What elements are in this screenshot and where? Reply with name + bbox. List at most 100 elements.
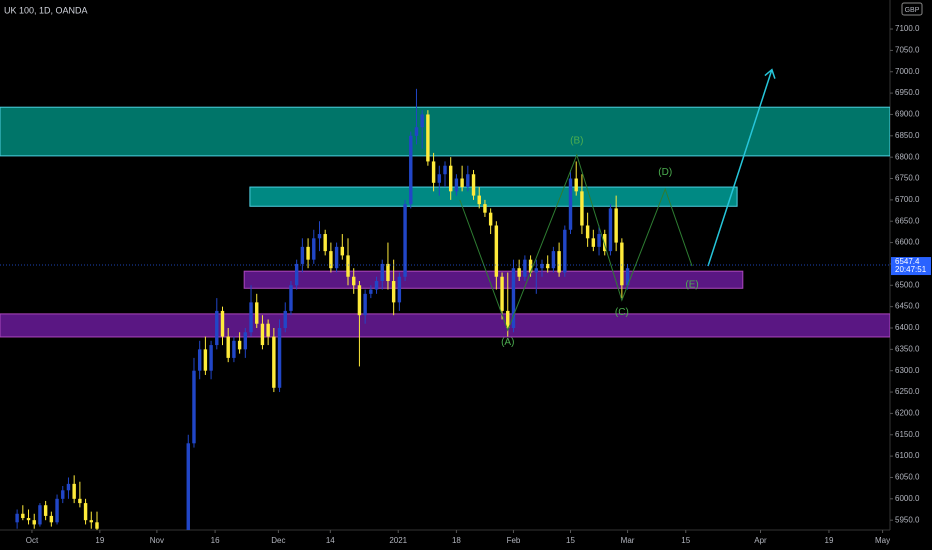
candle-body	[61, 490, 65, 499]
candle-body	[277, 327, 282, 388]
candle-body	[317, 234, 322, 239]
candle-body	[603, 234, 607, 252]
x-tick-label: 14	[326, 536, 335, 545]
candle-body	[300, 246, 305, 264]
y-tick-label: 6450.0	[895, 302, 920, 311]
plot: (A) (B) (C) (D) (E)	[0, 68, 890, 530]
zone	[249, 186, 738, 207]
candle-body	[448, 165, 453, 192]
last-price-box	[891, 257, 931, 276]
candle-body	[255, 302, 259, 324]
candle-body	[620, 242, 624, 286]
wave-label: (D)	[658, 167, 672, 178]
candle-body	[534, 268, 538, 273]
candle-body	[420, 114, 424, 128]
candle-body	[460, 178, 464, 188]
candle-body	[243, 332, 248, 350]
candle-body	[55, 498, 59, 523]
x-tick-label: 19	[825, 536, 834, 545]
candle-body	[15, 513, 19, 523]
x-tick-label: Mar	[621, 536, 635, 545]
zone	[0, 106, 890, 157]
y-tick-label: 6150.0	[895, 430, 920, 439]
candle-body	[312, 238, 316, 260]
x-tick-label: Oct	[26, 536, 39, 545]
y-tick-label: 6000.0	[895, 494, 920, 503]
candle-body	[540, 263, 544, 269]
x-tick-label: 15	[681, 536, 690, 545]
candle-body	[66, 483, 71, 491]
candle-body	[83, 503, 88, 521]
candle-body	[203, 349, 208, 371]
y-tick-label: 6100.0	[895, 451, 920, 460]
candle-body	[192, 370, 196, 444]
x-tick-label: 19	[95, 536, 104, 545]
currency: GBP	[905, 7, 920, 14]
y-tick-label: 5950.0	[895, 515, 920, 524]
candle-body	[443, 165, 447, 175]
x-tick-label: Apr	[754, 536, 767, 545]
candle-body	[215, 310, 219, 346]
candle-body	[334, 246, 339, 269]
wave-line	[459, 153, 693, 332]
candle-body	[289, 285, 293, 311]
candle-body	[283, 310, 287, 328]
candle-body	[591, 238, 596, 247]
candle-body	[580, 191, 584, 226]
forecast-arrow	[707, 69, 773, 267]
currency-box	[901, 2, 923, 16]
candle-body	[625, 268, 630, 286]
candle-body	[186, 443, 190, 530]
y-tick-label: 6750.0	[895, 174, 920, 183]
candle-body	[386, 263, 390, 282]
candle-body	[409, 135, 413, 205]
x-tick-label: 18	[452, 536, 461, 545]
candle-body	[237, 340, 242, 350]
candle-body	[340, 246, 345, 256]
candle-body	[454, 178, 459, 192]
y-tick-label: 7100.0	[895, 24, 920, 33]
candle-body	[220, 310, 225, 337]
wave-label: (B)	[570, 136, 583, 147]
candle-body	[391, 281, 396, 303]
candle-body	[266, 323, 270, 337]
y-tick-label: 6250.0	[895, 387, 920, 396]
candle-body	[511, 268, 516, 328]
candle-body	[528, 259, 533, 273]
candle-body	[563, 229, 567, 273]
candle-body	[226, 336, 230, 358]
candle-body	[568, 178, 573, 230]
candle-body	[608, 208, 613, 252]
zone	[243, 270, 744, 289]
candle-body	[597, 234, 601, 247]
candle-body	[614, 208, 618, 243]
candle-body	[32, 520, 36, 525]
y-tick-label: 6050.0	[895, 473, 920, 482]
candle-body	[357, 285, 362, 316]
candle-body	[78, 498, 82, 504]
candle-body	[49, 515, 54, 523]
zone	[0, 313, 890, 338]
candle-body	[506, 310, 510, 328]
candle-body	[294, 263, 299, 286]
candle-body	[260, 323, 265, 346]
candle-body	[551, 251, 556, 269]
y-tick-label: 6300.0	[895, 366, 920, 375]
y-tick-label: 6900.0	[895, 110, 920, 119]
x-tick-label: 2021	[389, 536, 407, 545]
y-tick-label: 7000.0	[895, 67, 920, 76]
wave-label: (E)	[685, 280, 698, 291]
candle-body	[329, 251, 333, 269]
candle-body	[380, 263, 384, 282]
candle-body	[72, 483, 76, 499]
x-tick-label: May	[875, 536, 890, 545]
y-tick-label: 6700.0	[895, 195, 920, 204]
candle-body	[306, 246, 310, 260]
candle-body	[249, 302, 253, 333]
candle-body	[494, 225, 499, 277]
candle-body	[488, 212, 493, 226]
candle-body	[500, 276, 504, 311]
candle-body	[43, 505, 48, 516]
candle-body	[232, 340, 236, 358]
candle-body	[323, 234, 327, 252]
